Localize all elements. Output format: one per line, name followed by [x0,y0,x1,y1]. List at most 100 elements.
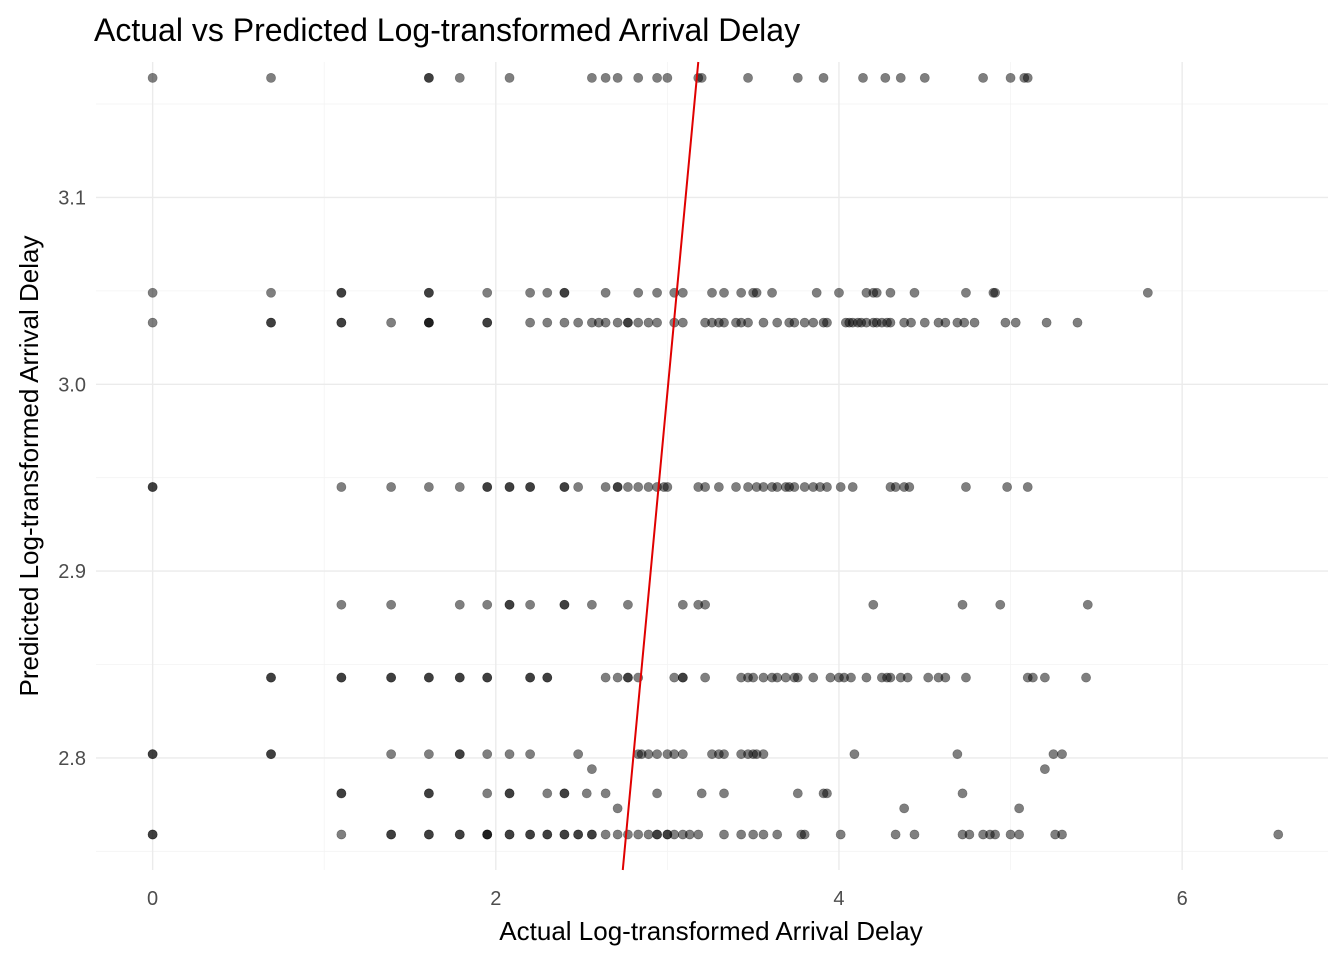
data-point [600,829,611,840]
data-point [573,829,584,840]
data-point [266,317,276,328]
data-point [919,72,930,83]
data-point [266,749,276,760]
data-point [990,829,1001,840]
data-point [454,482,465,492]
data-point [696,788,707,799]
data-point [1027,672,1038,683]
data-point [990,287,1001,298]
data-point [880,72,891,83]
data-point [652,749,662,760]
data-point [751,287,762,298]
data-point [504,482,515,492]
data-point [743,72,753,83]
data-point [822,788,832,799]
data-point [612,672,623,683]
x-tick-label: 4 [833,888,844,910]
data-point [1014,803,1025,814]
data-point [799,482,810,492]
data-point [758,672,769,683]
data-point [147,317,158,328]
data-point [700,672,711,683]
data-point [871,287,882,298]
data-point [559,287,570,298]
data-point [652,287,662,298]
data-point [652,317,662,328]
data-point [799,829,810,840]
data-point [652,788,662,799]
data-point [743,482,753,492]
data-point [633,317,644,328]
data-point [542,287,553,298]
data-point [623,829,633,840]
data-point [713,482,724,492]
data-point [885,317,896,328]
data-point [454,749,465,760]
data-point [504,788,515,799]
data-point [559,829,570,840]
data-point [454,829,465,840]
data-point [612,829,623,840]
data-point [482,672,493,683]
data-point [482,287,493,298]
data-point [1081,672,1091,683]
data-point [662,482,673,492]
data-point [525,287,536,298]
data-points [147,72,1284,840]
y-axis-title: Predicted Log-transformed Arrival Delay [14,236,44,697]
data-point [147,287,158,298]
data-point [792,788,803,799]
data-point [573,482,584,492]
data-point [885,287,896,298]
data-point [818,72,829,83]
data-point [1072,317,1083,328]
data-point [899,803,910,814]
data-point [454,72,465,83]
data-point [1082,599,1093,610]
data-point [542,788,553,799]
data-point [586,599,597,610]
data-point [386,829,397,840]
data-point [423,749,434,760]
data-point [423,788,434,799]
data-point [542,829,553,840]
data-point [336,788,347,799]
data-point [940,317,951,328]
data-point [736,829,747,840]
data-point [559,788,570,799]
fit-line-layer [621,61,700,871]
data-point [454,672,465,683]
data-point [504,829,515,840]
data-point [1005,72,1016,83]
data-point [643,482,654,492]
data-point [147,829,158,840]
data-point [957,599,968,610]
data-point [885,672,896,683]
data-point [600,788,611,799]
data-point [482,599,493,610]
data-point [825,672,836,683]
data-point [835,482,846,492]
data-point [792,672,803,683]
data-point [1057,829,1067,840]
data-point [1000,317,1011,328]
data-point [1048,749,1059,760]
data-point [719,287,729,298]
data-point [482,317,493,328]
data-point [811,287,822,298]
data-point [822,482,832,492]
data-point [895,72,906,83]
data-point [772,317,783,328]
data-point [758,482,769,492]
data-point [600,317,611,328]
data-point [684,829,695,840]
data-point [890,829,901,840]
data-point [266,72,276,83]
data-point [1273,829,1284,840]
tick-labels: 0 2 4 6 2.8 2.9 3.0 3.1 [58,187,1188,910]
data-point [266,672,276,683]
data-point [482,749,493,760]
data-point [600,72,611,83]
data-point [600,287,611,298]
data-point [633,829,644,840]
